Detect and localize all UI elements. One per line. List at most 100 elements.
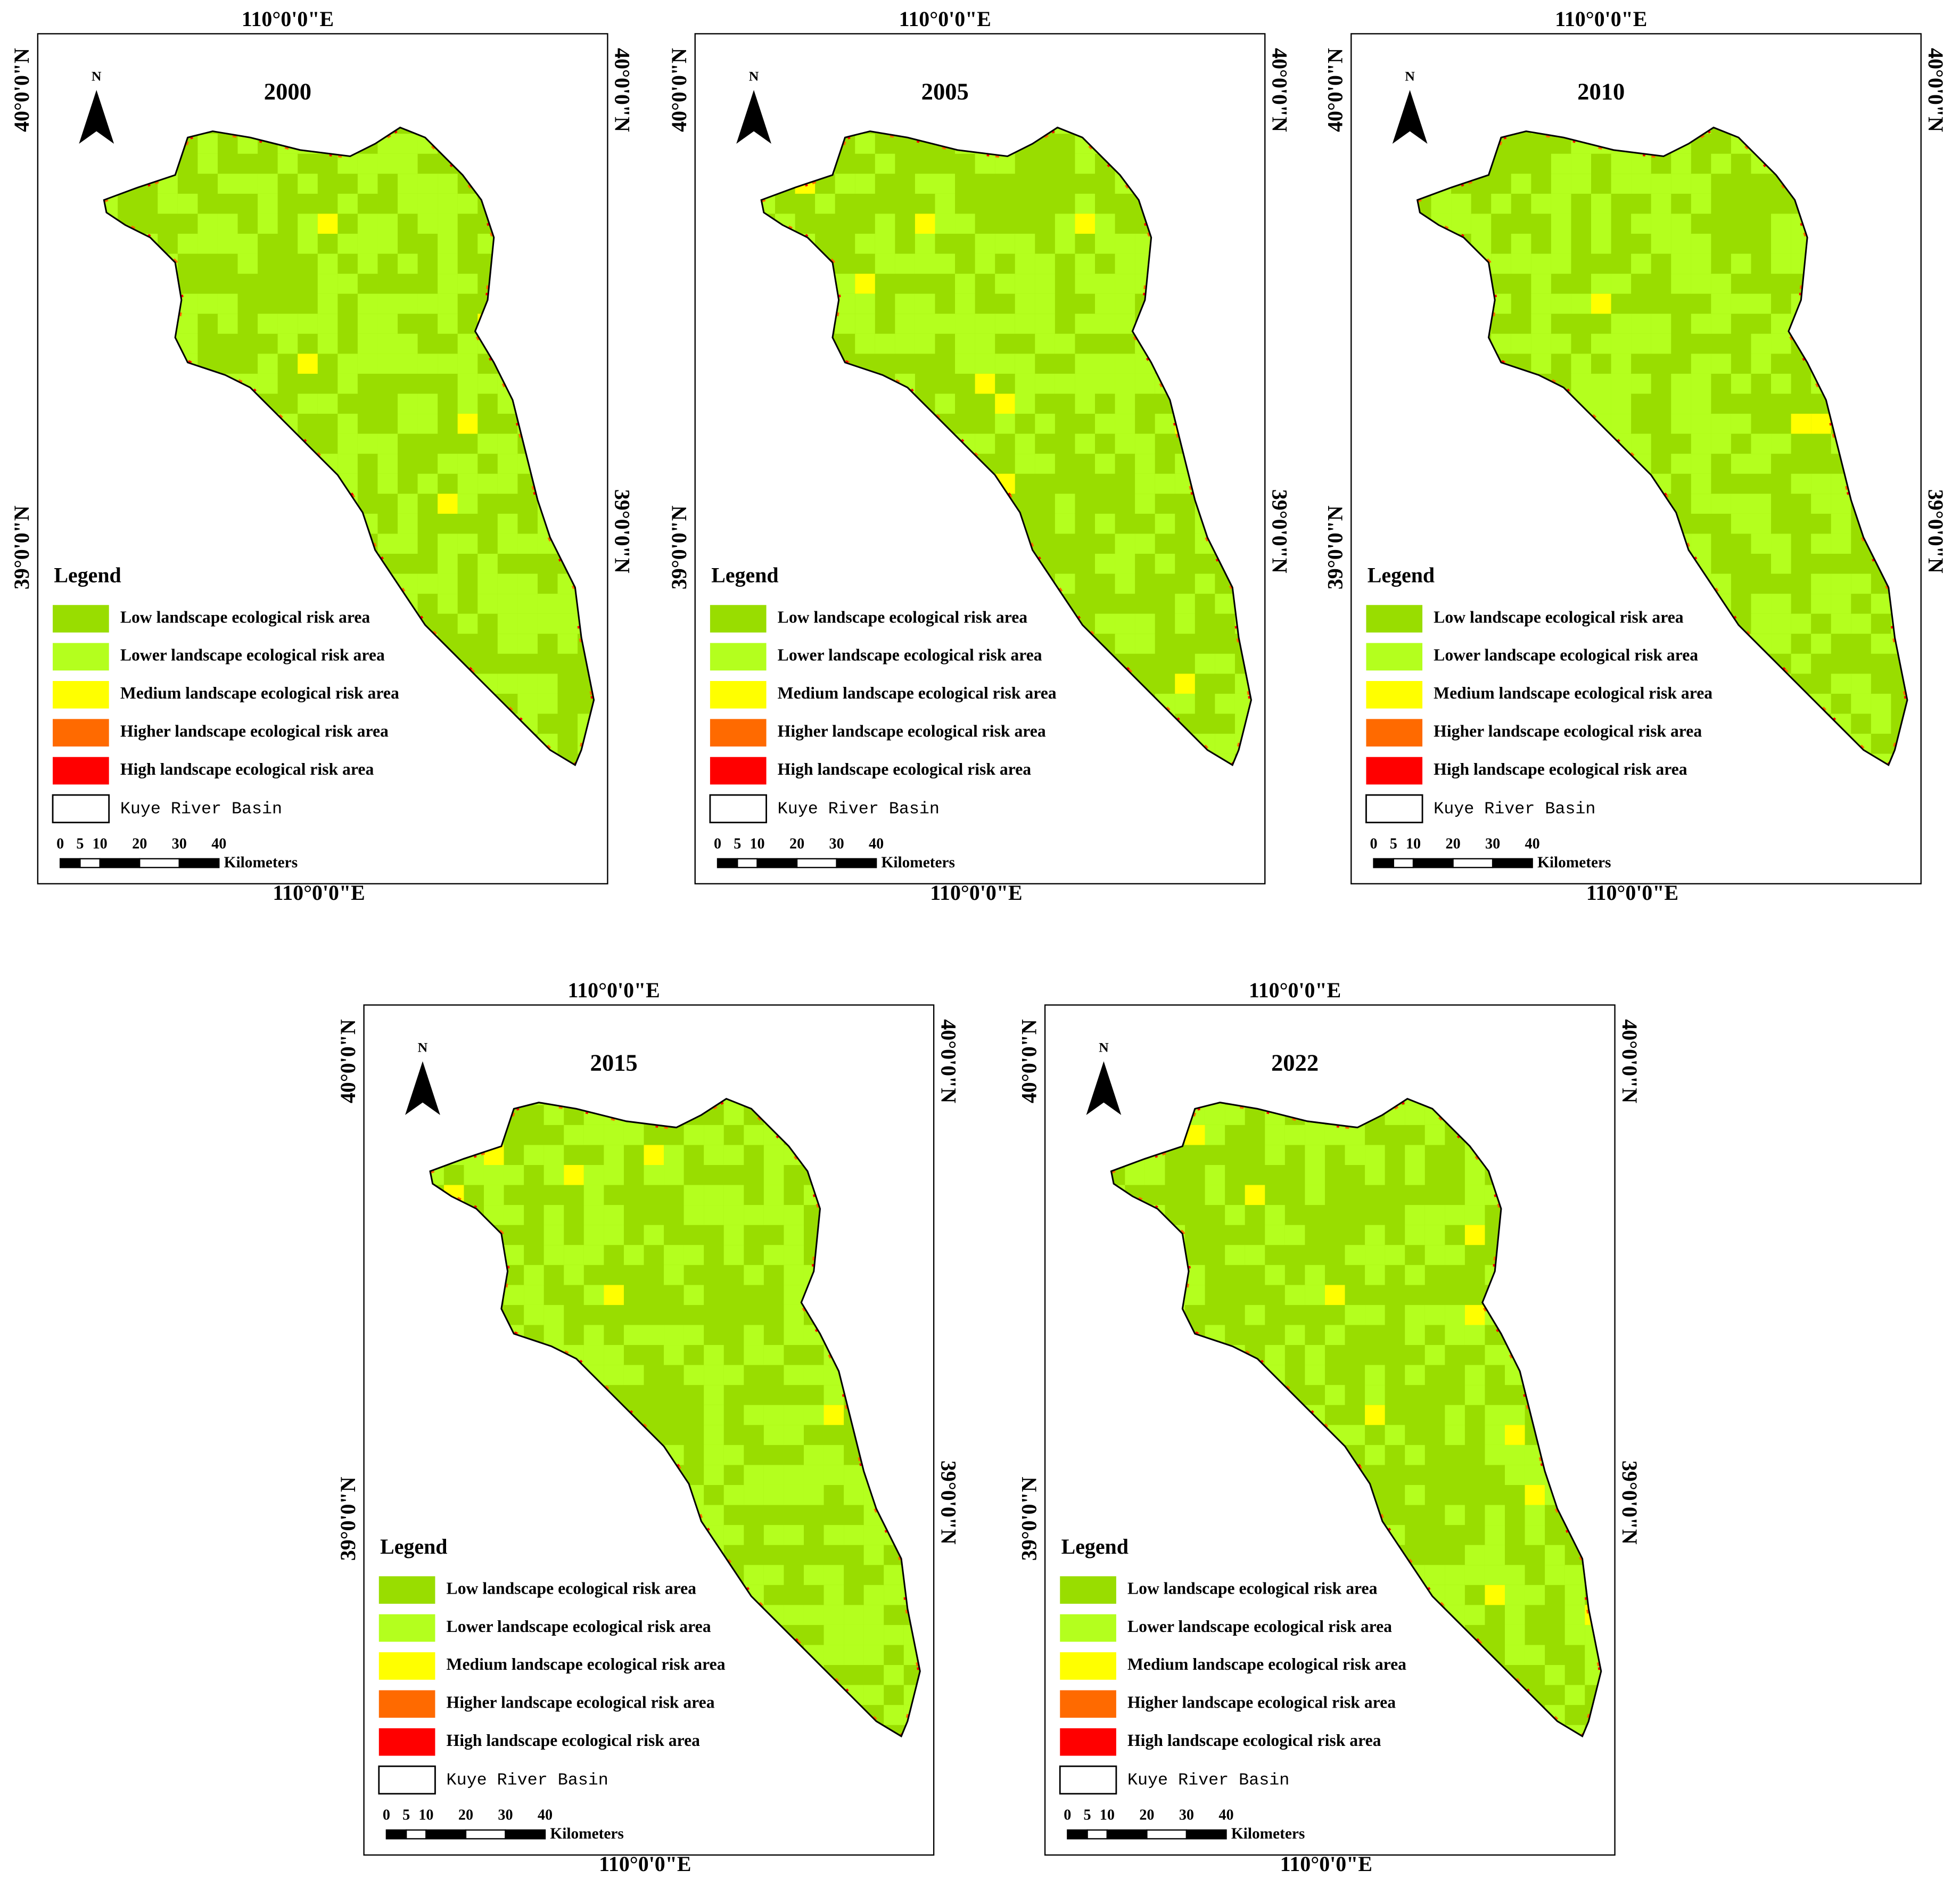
risk-cell	[644, 1445, 664, 1465]
risk-cell	[1811, 174, 1831, 194]
risk-cell	[1771, 234, 1791, 254]
legend-label: High landscape ecological risk area	[1127, 1731, 1381, 1750]
lon-label: 110°0'0"E	[273, 881, 365, 905]
risk-cell	[1751, 594, 1772, 614]
risk-cell	[884, 1185, 904, 1205]
risk-cell	[1771, 153, 1791, 174]
risk-cell	[457, 613, 478, 634]
risk-cell	[1445, 1745, 1465, 1765]
risk-cell	[1345, 1425, 1365, 1445]
risk-cell	[438, 354, 458, 374]
legend-swatch	[1366, 605, 1423, 633]
risk-cell	[1611, 354, 1632, 374]
legend-swatch	[1060, 1614, 1116, 1642]
risk-cell	[524, 1405, 544, 1425]
risk-cell	[623, 1505, 644, 1525]
risk-cell	[537, 693, 558, 714]
risk-cell	[1564, 1405, 1585, 1425]
risk-cell	[1525, 1525, 1545, 1545]
risk-cell	[1711, 494, 1731, 514]
risk-cell	[1851, 674, 1871, 694]
risk-cell	[1015, 253, 1035, 274]
risk-cell	[1471, 534, 1492, 554]
risk-cell	[604, 1505, 624, 1525]
scale-segment	[465, 1829, 506, 1840]
risk-cell	[1185, 1445, 1205, 1465]
risk-cell	[1531, 553, 1551, 574]
risk-cell	[438, 127, 458, 134]
risk-cell	[903, 1645, 920, 1666]
risk-cell	[1691, 234, 1711, 254]
risk-cell	[1831, 134, 1851, 154]
risk-cell	[1545, 1225, 1565, 1245]
risk-cell	[1611, 513, 1632, 534]
scale-tick-label: 30	[172, 835, 187, 852]
risk-cell	[158, 354, 178, 374]
risk-cell	[723, 1525, 744, 1545]
risk-cell	[1345, 1305, 1365, 1325]
risk-cell	[1591, 494, 1611, 514]
risk-cell	[823, 1285, 844, 1305]
risk-cell	[457, 333, 478, 354]
risk-cell	[1284, 1098, 1305, 1105]
risk-cell	[1185, 1525, 1205, 1545]
risk-cell	[1405, 1145, 1425, 1165]
risk-cell	[1464, 1705, 1485, 1725]
risk-cell	[317, 454, 338, 474]
risk-cell	[884, 1265, 904, 1285]
risk-cell	[1771, 753, 1791, 765]
risk-cell	[1711, 734, 1731, 754]
risk-cell	[1094, 553, 1115, 574]
risk-cell	[1464, 1185, 1485, 1205]
risk-cell	[1245, 1505, 1265, 1525]
risk-cell	[1424, 1705, 1445, 1725]
risk-cell	[1155, 333, 1175, 354]
scale-unit: Kilometers	[1537, 854, 1611, 871]
scale-tick-label: 20	[1139, 1807, 1154, 1824]
risk-cell	[1125, 1105, 1145, 1125]
risk-cell	[1115, 134, 1135, 154]
risk-cell	[578, 774, 598, 794]
risk-cell	[1215, 473, 1235, 494]
risk-cell	[137, 553, 158, 574]
risk-cell	[844, 1645, 864, 1666]
risk-cell	[995, 393, 1015, 414]
risk-cell	[1115, 534, 1135, 554]
risk-cell	[438, 734, 458, 754]
risk-cell	[1345, 1505, 1365, 1525]
risk-cell	[104, 293, 118, 314]
risk-cell	[1094, 214, 1115, 234]
risk-cell	[438, 534, 458, 554]
risk-cell	[903, 1185, 920, 1205]
risk-cell	[875, 234, 895, 254]
risk-cell	[1205, 1525, 1225, 1545]
lon-label: 110°0'0"E	[1249, 978, 1341, 1002]
risk-cell	[517, 713, 538, 734]
risk-cell	[438, 314, 458, 334]
risk-cell	[1305, 1125, 1325, 1145]
risk-cell	[477, 373, 498, 394]
risk-cell	[537, 293, 558, 314]
risk-cell	[723, 1185, 744, 1205]
risk-cell	[1891, 127, 1907, 134]
risk-cell	[723, 1685, 744, 1705]
risk-cell	[763, 1145, 784, 1165]
risk-cell	[1564, 1685, 1585, 1705]
risk-cell	[763, 1465, 784, 1485]
risk-cell	[1234, 594, 1251, 614]
risk-cell	[317, 134, 338, 154]
risk-cell	[1471, 134, 1492, 154]
risk-cell	[177, 553, 198, 574]
scale-tick-label: 5	[1390, 835, 1397, 852]
risk-cell	[1431, 127, 1452, 134]
risk-cell	[1345, 1098, 1365, 1105]
risk-cell	[1445, 1325, 1465, 1346]
risk-cell	[524, 1305, 544, 1325]
risk-cell	[1551, 573, 1571, 594]
risk-cell	[457, 134, 478, 154]
risk-cell	[1215, 734, 1235, 754]
risk-cell	[583, 1545, 604, 1565]
legend-label: Kuye River Basin	[1127, 1770, 1289, 1790]
risk-cell	[744, 1565, 764, 1585]
